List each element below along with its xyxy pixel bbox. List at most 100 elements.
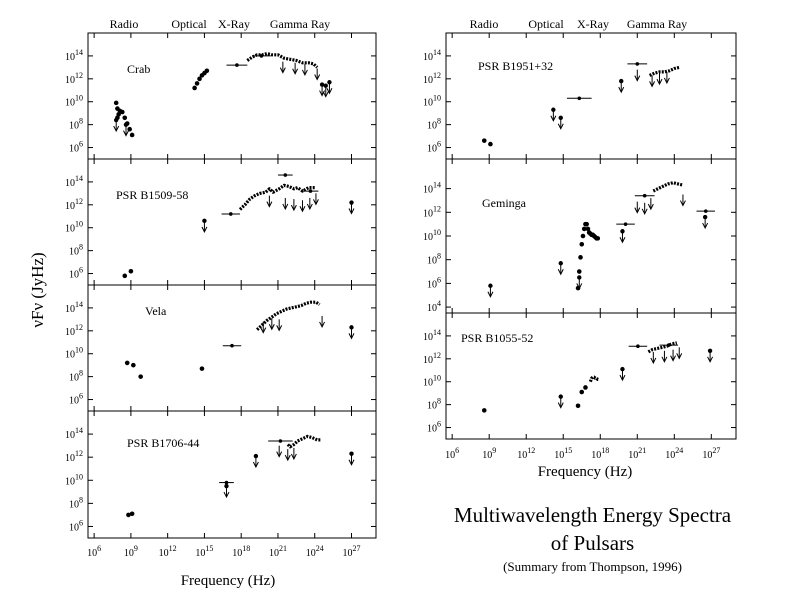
y-tick-label: 108 <box>69 369 83 384</box>
figure-title: Multiwavelength Energy Spectra <box>453 503 732 527</box>
xbar-center <box>283 173 288 177</box>
curve-limit-arrow-head <box>279 67 286 74</box>
data-point <box>113 100 119 106</box>
y-tick-label: 106 <box>69 140 83 155</box>
upper-limit-arrow-head <box>201 226 208 233</box>
ylabel-group: νFν (JyHz) <box>28 252 47 327</box>
band-label: Optical <box>171 17 207 31</box>
curve-limit-arrow-head <box>282 203 289 211</box>
figure-title-line2: of Pulsars <box>550 531 635 555</box>
curve-limit-arrow-head <box>301 69 308 77</box>
y-tick-label: 1014 <box>423 181 441 196</box>
data-point <box>583 385 588 390</box>
x-tick-label: 1021 <box>269 544 287 559</box>
upper-limit-arrow-head <box>557 123 564 130</box>
x-tick-label: 1018 <box>232 544 250 559</box>
xbar-center <box>623 222 628 226</box>
upper-limit-arrow-head <box>619 237 626 244</box>
xbar-center <box>278 439 283 443</box>
data-point <box>576 269 582 274</box>
curve-limit-arrow-head <box>676 353 683 360</box>
curve-limit-arrow-head <box>650 357 657 365</box>
upper-limit-arrow-head <box>223 491 230 499</box>
data-point <box>128 268 134 274</box>
panel-5: 106 108 1010 1012 1014 PSR B1951+32 <box>423 32 737 160</box>
data-point <box>579 241 585 247</box>
y-tick-label: 1014 <box>65 300 83 315</box>
x-tick-label: 109 <box>124 544 138 559</box>
panel-label: Crab <box>127 62 150 76</box>
xbar-center <box>635 62 640 66</box>
band-labels-right: Radio Optical X-Ray Gamma Ray <box>470 17 688 31</box>
data-point <box>578 255 583 260</box>
y-tick-label: 108 <box>427 252 441 267</box>
upper-limit-arrow-head <box>707 356 714 363</box>
y-tick-label: 1012 <box>65 71 83 86</box>
curve-limit-arrow-head <box>276 451 283 458</box>
upper-limit-arrow-head <box>123 130 129 137</box>
upper-limit-arrow-head <box>487 291 494 298</box>
data-point <box>124 360 130 366</box>
upper-limit-arrow-head <box>557 269 564 276</box>
data-point <box>122 115 128 121</box>
data-point <box>129 511 135 517</box>
band-label: X-Ray <box>577 17 609 31</box>
y-tick-label: 1014 <box>423 48 441 63</box>
upper-limit-arrow-head <box>576 283 583 290</box>
data-point <box>488 141 493 147</box>
curve-limit-arrow-head <box>319 321 326 329</box>
data-point <box>581 226 587 232</box>
upper-limit-arrow-head <box>113 125 120 133</box>
upper-limit-arrow-head <box>348 459 355 466</box>
y-tick-label: 106 <box>69 266 83 281</box>
curve-limit-arrow-head <box>647 203 654 211</box>
data-point <box>192 85 197 91</box>
upper-limit-arrow-head <box>252 461 259 469</box>
upper-limit-arrow-head <box>348 208 355 215</box>
data-point <box>579 389 585 395</box>
y-tick-label: 108 <box>427 397 441 412</box>
xbar-center <box>224 480 229 485</box>
panel-frame <box>87 32 377 160</box>
y-tick-label: 1014 <box>65 426 83 441</box>
y-tick-label: 1010 <box>423 94 441 109</box>
left-x-axis-label: Frequency (Hz) <box>181 573 276 589</box>
y-tick-label: 1012 <box>423 351 441 366</box>
y-tick-label: 106 <box>427 140 441 155</box>
y-tick-label: 106 <box>69 518 83 533</box>
curve-limit-arrow-head <box>276 325 283 332</box>
data-point <box>194 81 200 86</box>
upper-limit-arrow-head <box>326 88 333 95</box>
curve-limit-arrow-head <box>649 81 656 88</box>
panel-4: 106 108 1010 1012 1014 PSR B1706-44 <box>65 410 377 539</box>
right-x-axis-label: Frequency (Hz) <box>538 464 633 480</box>
spectrum-curve <box>286 434 321 449</box>
upper-limit-arrow-head <box>618 86 625 94</box>
panel-label: Geminga <box>482 196 527 210</box>
y-tick-label: 1012 <box>65 449 83 464</box>
xbar-center <box>228 212 233 216</box>
band-label: X-Ray <box>218 17 250 31</box>
y-tick-label: 1012 <box>423 71 441 86</box>
x-tick-label: 109 <box>482 446 496 461</box>
y-tick-label: 104 <box>427 299 441 314</box>
y-tick-label: 1010 <box>65 220 83 235</box>
data-point <box>595 236 601 241</box>
data-point <box>585 226 591 232</box>
upper-limit-arrow-head <box>619 374 626 382</box>
data-point <box>197 76 202 82</box>
x-tick-label: 1027 <box>342 544 360 559</box>
panels: 106 108 1010 1012 1014 Crab 106 108 1010 1012 1014… <box>65 32 737 539</box>
spectrum-curve <box>246 51 319 69</box>
band-labels-left: Radio Optical X-Ray Gamma Ray <box>110 17 331 31</box>
curve-limit-arrow-head <box>306 203 313 211</box>
curve-limit-arrow-head <box>641 208 648 215</box>
xbar-center <box>636 344 640 349</box>
curve-limit-arrow-head <box>661 356 668 363</box>
data-point <box>481 138 487 143</box>
y-tick-label: 1012 <box>65 323 83 338</box>
upper-limit-arrow-head <box>348 333 355 340</box>
curve-limit-arrow-head <box>290 204 297 212</box>
x-tick-label: 1024 <box>665 446 683 461</box>
